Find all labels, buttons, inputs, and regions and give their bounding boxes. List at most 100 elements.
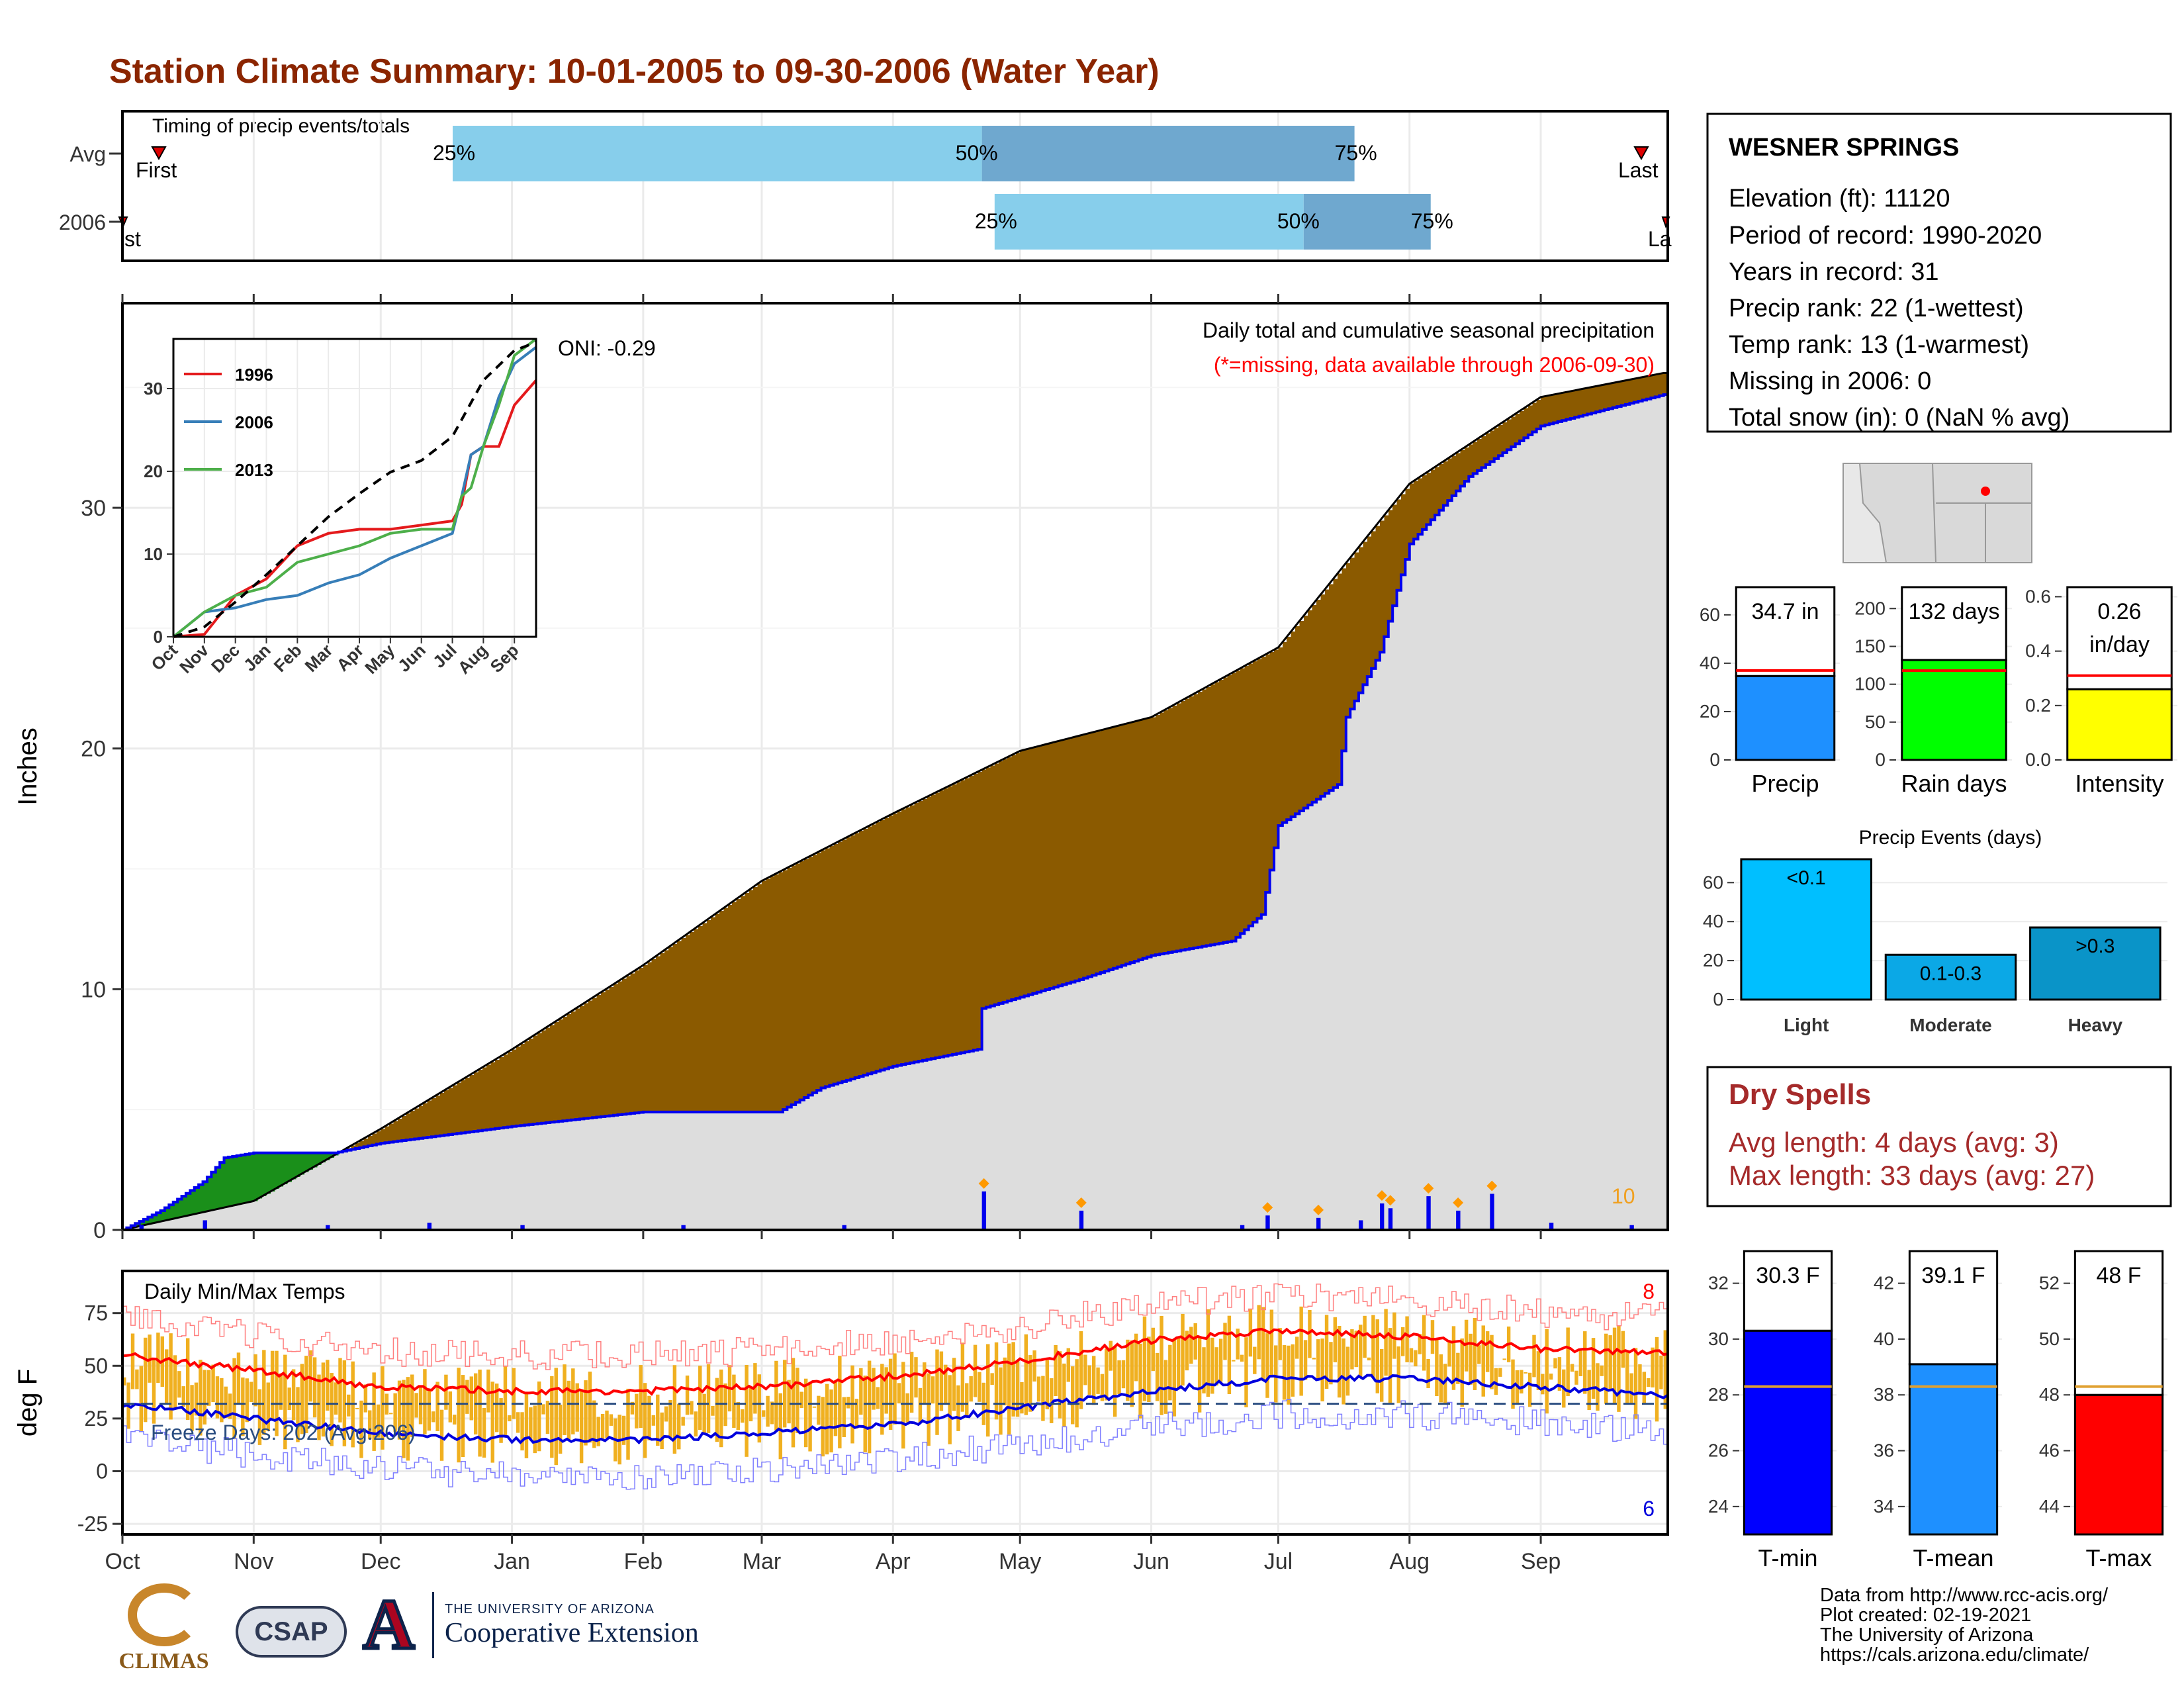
daily-temp-range-bar xyxy=(626,1388,630,1460)
daily-temp-range-bar xyxy=(533,1405,537,1454)
daily-temp-range-bar xyxy=(1371,1315,1375,1378)
daily-temp-range-bar xyxy=(854,1399,859,1429)
value-bar xyxy=(1901,659,2007,761)
daily-temp-range-bar xyxy=(863,1376,867,1452)
daily-temp-range-bar xyxy=(1422,1315,1426,1371)
climas-ring-icon xyxy=(127,1583,201,1646)
daily-temp-range-bar xyxy=(1214,1347,1218,1386)
daily-temp-range-bar xyxy=(1105,1348,1109,1401)
daily-temp-range-bar xyxy=(1189,1327,1193,1364)
daily-temp-range-bar xyxy=(1041,1376,1045,1421)
avg-min-line xyxy=(122,1374,1669,1445)
legend-label: 2013 xyxy=(235,460,273,480)
daily-temp-range-bar xyxy=(1138,1343,1142,1419)
daily-temp-range-bar xyxy=(1460,1338,1464,1407)
y-tick-label: 38 xyxy=(1874,1384,1894,1405)
timing-panel: Timing of precip events/totals 25% 50% 75%… xyxy=(59,110,1672,262)
daily-temp-range-bar xyxy=(635,1393,639,1429)
daily-temp-range-bar xyxy=(406,1377,410,1461)
daily-temp-range-bar xyxy=(241,1377,245,1436)
month-tick-label: Dec xyxy=(361,1549,400,1574)
daily-temp-range-bar xyxy=(647,1395,651,1440)
daily-temp-range-bar xyxy=(1087,1365,1092,1395)
daily-temp-range-bar xyxy=(334,1382,338,1415)
y-tick-label: 32 xyxy=(1708,1273,1729,1293)
daily-temp-range-bar xyxy=(1329,1342,1333,1385)
daily-temp-range-bar xyxy=(668,1399,672,1438)
daily-temp-range-bar xyxy=(1232,1360,1236,1362)
event-bar-label: <0.1 xyxy=(1787,867,1826,889)
locator-map xyxy=(1843,463,2032,563)
precip-event-marker-icon xyxy=(1385,1195,1396,1206)
daily-temp-range-bar xyxy=(923,1362,927,1404)
daily-temp-range-bar xyxy=(1608,1335,1612,1390)
daily-temp-range-bar xyxy=(999,1367,1003,1435)
record-min-line xyxy=(122,1399,1668,1490)
bar-value-label: 39.1 F xyxy=(1921,1263,1985,1288)
first-label: st xyxy=(124,227,141,251)
daily-temp-range-bar xyxy=(270,1350,275,1420)
daily-temp-range-bar xyxy=(1354,1331,1359,1368)
daily-temp-range-bar xyxy=(423,1369,427,1434)
daily-temp-range-bar xyxy=(283,1354,287,1450)
daily-temp-range-bar xyxy=(224,1386,228,1419)
daily-temp-range-bar xyxy=(503,1366,508,1436)
month-tick-label: Apr xyxy=(876,1549,911,1574)
label-box xyxy=(2066,586,2173,690)
daily-temp-range-bar xyxy=(1147,1336,1151,1402)
value-bar xyxy=(1743,1329,1833,1536)
month-tick-label: Feb xyxy=(624,1549,663,1574)
y-tick-label: 0 xyxy=(96,1459,108,1483)
daily-temp-range-bar xyxy=(1130,1340,1134,1407)
daily-temp-range-bar xyxy=(1430,1320,1435,1354)
daily-temp-range-bar xyxy=(1117,1360,1121,1395)
daily-temp-range-bar xyxy=(1384,1309,1388,1376)
daily-temp-range-bar xyxy=(1269,1309,1274,1376)
daily-temp-range-bar xyxy=(766,1395,770,1427)
daily-temp-range-bar xyxy=(1591,1338,1596,1399)
percentile-label: 75% xyxy=(1335,141,1377,165)
daily-temp-range-bar xyxy=(393,1393,397,1432)
daily-temp-range-bar xyxy=(1520,1370,1524,1394)
daily-temp-range-bar xyxy=(1210,1337,1214,1394)
daily-temp-range-bar xyxy=(1236,1329,1240,1360)
daily-temp-range-bar xyxy=(490,1382,494,1463)
temp-panel-label: Daily Min/Max Temps xyxy=(144,1280,345,1303)
daily-precip-bar xyxy=(1456,1210,1461,1230)
daily-temp-range-bar xyxy=(457,1368,461,1463)
y-tick-label: 60 xyxy=(1700,604,1720,625)
daily-temp-range-bar xyxy=(410,1374,414,1437)
daily-temp-range-bar xyxy=(1058,1351,1062,1419)
daily-temp-range-bar xyxy=(482,1407,486,1458)
daily-temp-range-bar xyxy=(872,1368,876,1410)
y-tick-label: 0 xyxy=(93,1218,106,1243)
month-tick-label: Nov xyxy=(234,1549,273,1574)
daily-temp-range-bar xyxy=(787,1380,791,1424)
daily-temp-range-bar xyxy=(944,1364,948,1403)
daily-temp-range-bar xyxy=(389,1413,393,1415)
y-tick-label: -25 xyxy=(77,1512,108,1536)
record-max-line xyxy=(122,1283,1668,1370)
daily-temp-range-bar xyxy=(927,1373,931,1446)
daily-temp-range-bar xyxy=(520,1412,524,1451)
daily-temp-range-bar xyxy=(181,1386,185,1407)
daily-temp-range-bar xyxy=(304,1356,308,1433)
precip-event-marker-icon xyxy=(1075,1197,1087,1208)
daily-temp-range-bar xyxy=(1185,1331,1189,1371)
daily-temp-range-bar xyxy=(1363,1315,1367,1358)
daily-temp-range-bar xyxy=(439,1409,444,1461)
daily-temp-range-bar xyxy=(563,1364,567,1435)
daily-temp-range-bar xyxy=(465,1380,469,1414)
daily-temp-range-bar xyxy=(956,1385,960,1431)
daily-temp-range-bar xyxy=(1320,1338,1324,1401)
daily-temp-range-bar xyxy=(1308,1309,1312,1358)
daily-temp-range-bar xyxy=(1155,1352,1160,1401)
event-bar xyxy=(2029,926,2161,1001)
timing-bar-q1 xyxy=(994,194,1304,250)
info-line: Missing in 2006: 0 xyxy=(1729,367,1931,395)
panel-border xyxy=(121,110,1669,262)
event-bar-label: 0.1-0.3 xyxy=(1920,962,1981,984)
daily-temp-range-bar xyxy=(994,1342,999,1420)
daily-temp-range-bar xyxy=(880,1364,884,1435)
daily-temp-range-bar xyxy=(1261,1307,1265,1381)
